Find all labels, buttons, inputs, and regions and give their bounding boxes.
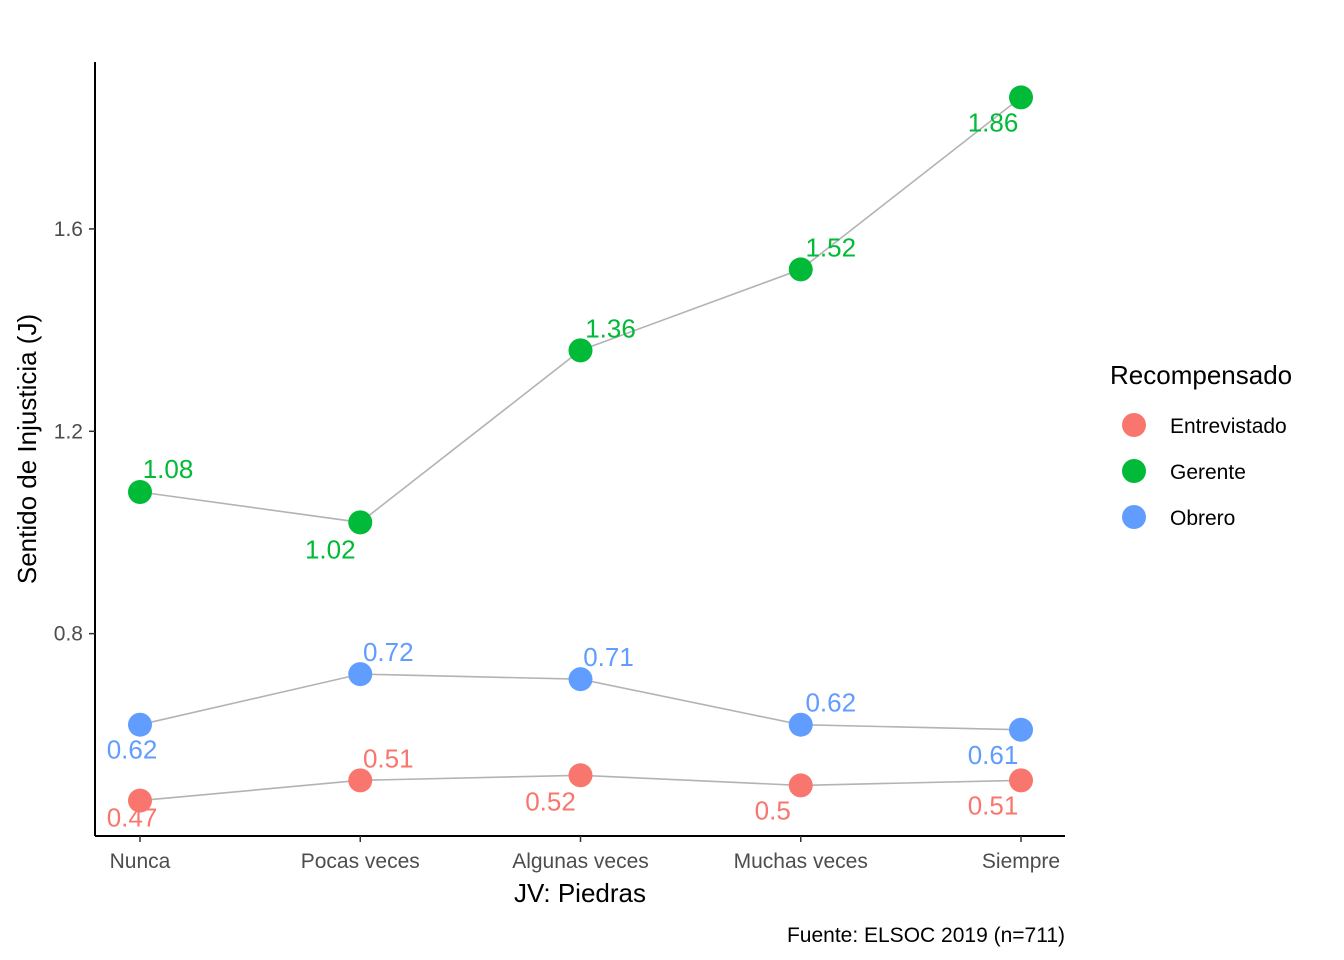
legend-key-entrevistado bbox=[1122, 413, 1146, 437]
legend-label-gerente: Gerente bbox=[1170, 461, 1246, 484]
series-points bbox=[128, 85, 1033, 813]
legend-title: Recompensado bbox=[1110, 360, 1292, 390]
y-axis-ticks: 0.8 1.2 1.6 bbox=[54, 218, 95, 646]
data-point-obrero-0 bbox=[128, 712, 152, 737]
data-label-entrevistado-2: 0.52 bbox=[525, 786, 576, 816]
legend-key-obrero bbox=[1122, 505, 1146, 529]
data-labels: 0.47 0.51 0.52 0.5 0.51 1.08 1.02 1.36 1.52 1.86 0… bbox=[107, 107, 1019, 832]
data-label-entrevistado-4: 0.51 bbox=[968, 790, 1019, 820]
series-line-gerente bbox=[139, 96, 1022, 524]
data-label-entrevistado-1: 0.51 bbox=[363, 743, 414, 773]
x-tick-label-4: Siempre bbox=[982, 850, 1060, 873]
legend: Recompensado Entrevistado Gerente Obrero bbox=[1110, 360, 1292, 530]
data-point-entrevistado-4 bbox=[1009, 768, 1033, 793]
data-point-obrero-4 bbox=[1009, 717, 1033, 742]
data-point-entrevistado-0 bbox=[128, 788, 152, 813]
data-point-gerente-2 bbox=[568, 338, 593, 363]
x-axis-ticks: Nunca Pocas veces Algunas veces Muchas vece… bbox=[110, 836, 1060, 873]
legend-label-obrero: Obrero bbox=[1170, 507, 1235, 530]
series-lines bbox=[139, 96, 1022, 802]
data-point-entrevistado-2 bbox=[568, 763, 593, 788]
y-tick-label-0: 0.8 bbox=[54, 623, 83, 646]
data-label-obrero-0: 0.62 bbox=[107, 735, 158, 765]
data-label-gerente-1: 1.02 bbox=[305, 534, 356, 564]
data-label-gerente-2: 1.36 bbox=[585, 313, 636, 343]
data-point-entrevistado-3 bbox=[788, 773, 813, 798]
caption: Fuente: ELSOC 2019 (n=711) bbox=[787, 924, 1065, 947]
x-axis-title: JV: Piedras bbox=[514, 878, 646, 908]
data-point-entrevistado-1 bbox=[348, 768, 373, 793]
data-label-gerente-4: 1.86 bbox=[968, 107, 1019, 137]
legend-items: Entrevistado Gerente Obrero bbox=[1122, 413, 1287, 530]
data-label-gerente-3: 1.52 bbox=[805, 232, 856, 262]
data-point-obrero-2 bbox=[568, 667, 593, 692]
x-tick-label-0: Nunca bbox=[110, 850, 171, 873]
data-point-gerente-1 bbox=[348, 510, 373, 535]
data-point-gerente-0 bbox=[128, 480, 152, 504]
data-label-obrero-1: 0.72 bbox=[363, 637, 414, 667]
x-tick-label-2: Algunas veces bbox=[512, 850, 649, 873]
y-tick-label-2: 1.6 bbox=[54, 218, 83, 241]
legend-key-gerente bbox=[1122, 459, 1146, 483]
data-label-gerente-0: 1.08 bbox=[143, 454, 194, 484]
y-tick-label-1: 1.2 bbox=[54, 420, 83, 443]
data-label-obrero-4: 0.61 bbox=[968, 740, 1019, 770]
data-point-gerente-4 bbox=[1009, 85, 1033, 110]
data-label-obrero-2: 0.71 bbox=[583, 642, 634, 672]
y-axis-title: Sentido de Injusticia (J) bbox=[12, 314, 42, 584]
x-tick-label-1: Pocas veces bbox=[301, 850, 420, 873]
data-point-gerente-3 bbox=[788, 257, 813, 282]
data-label-entrevistado-0: 0.47 bbox=[107, 803, 158, 833]
legend-label-entrevistado: Entrevistado bbox=[1170, 415, 1287, 438]
data-label-obrero-3: 0.62 bbox=[805, 688, 856, 718]
data-label-entrevistado-3: 0.5 bbox=[755, 795, 791, 825]
x-tick-label-3: Muchas veces bbox=[734, 850, 868, 873]
data-point-obrero-1 bbox=[348, 662, 373, 687]
data-point-obrero-3 bbox=[788, 712, 813, 737]
